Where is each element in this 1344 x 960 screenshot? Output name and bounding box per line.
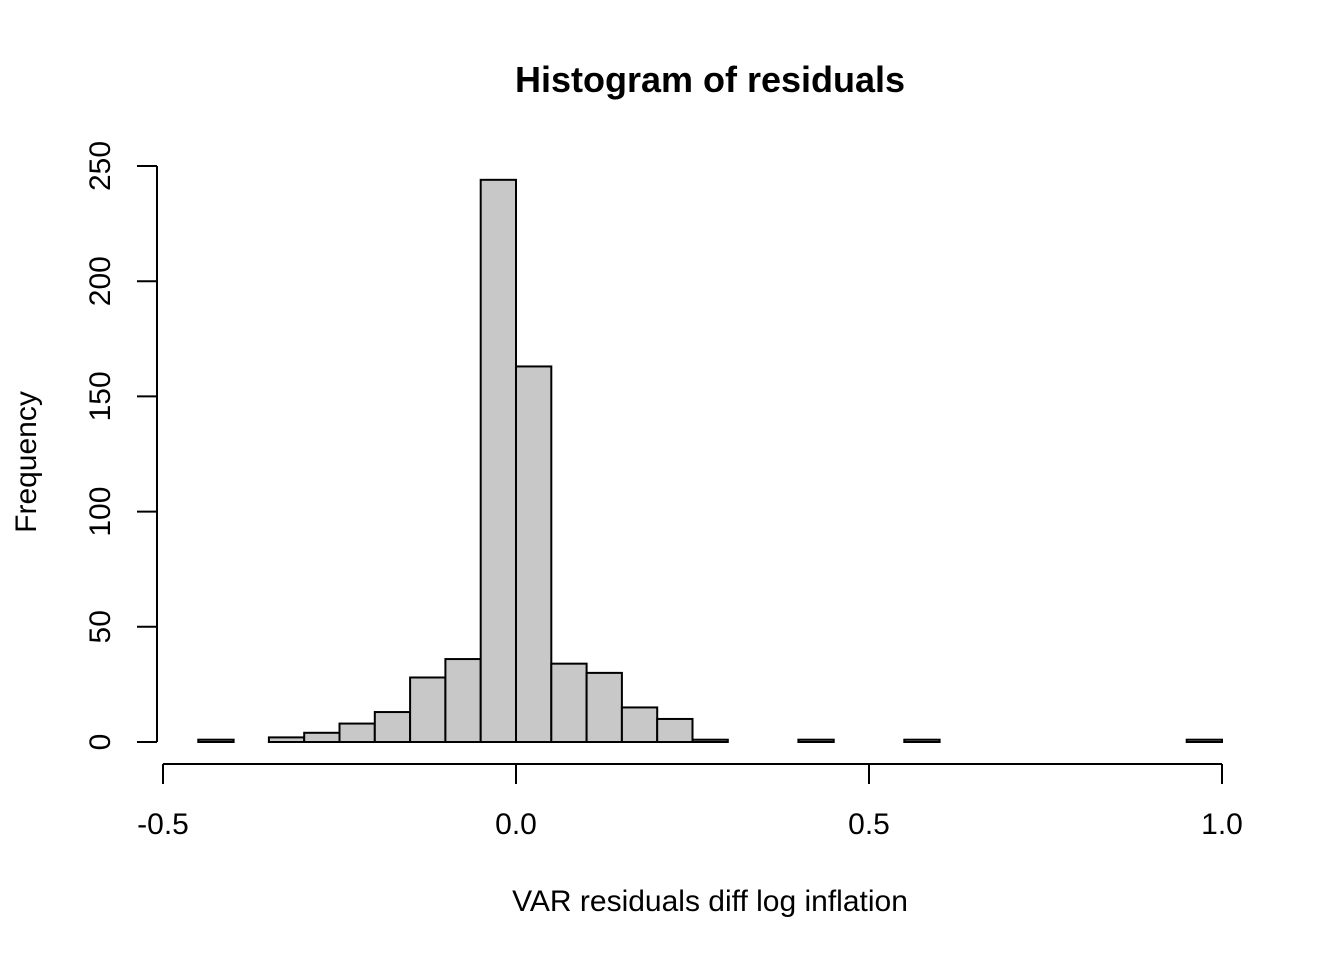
histogram-bar-13 bbox=[656, 717, 694, 744]
histogram-bar-17 bbox=[797, 738, 835, 743]
histogram-bar-8 bbox=[479, 178, 518, 744]
y-tick-label-2: 100 bbox=[84, 487, 117, 537]
x-axis: -0.5 0.0 0.5 1.0 bbox=[137, 763, 1243, 841]
histogram-bar-11 bbox=[585, 671, 623, 744]
histogram-bar-28 bbox=[1185, 738, 1223, 743]
histogram-bar-7 bbox=[444, 658, 482, 744]
x-tick-label-1: 0.0 bbox=[495, 808, 537, 841]
x-axis-label: VAR residuals diff log inflation bbox=[512, 885, 908, 918]
histogram-bar-2 bbox=[267, 736, 306, 744]
y-axis: 0 50 100 150 200 250 bbox=[84, 141, 158, 751]
x-tick-label-0: -0.5 bbox=[137, 808, 189, 841]
histogram-bar-4 bbox=[338, 722, 376, 743]
histogram-bar-5 bbox=[373, 711, 412, 743]
histogram-bar-20 bbox=[903, 738, 941, 743]
y-tick-label-5: 250 bbox=[84, 141, 117, 191]
y-tick-label-3: 150 bbox=[84, 371, 117, 421]
histogram-bar-0 bbox=[197, 738, 235, 743]
y-tick-label-4: 200 bbox=[84, 256, 117, 306]
bars-group bbox=[197, 178, 1223, 744]
y-axis-label: Frequency bbox=[10, 391, 43, 533]
histogram-bar-9 bbox=[515, 365, 553, 743]
y-tick-label-1: 50 bbox=[84, 610, 117, 643]
x-tick-label-2: 0.5 bbox=[848, 808, 890, 841]
chart-title: Histogram of residuals bbox=[515, 59, 905, 100]
histogram-bar-14 bbox=[691, 738, 729, 743]
histogram-bar-3 bbox=[303, 731, 341, 743]
histogram-bar-6 bbox=[409, 676, 447, 743]
x-tick-label-3: 1.0 bbox=[1201, 808, 1243, 841]
histogram-bar-10 bbox=[550, 662, 588, 743]
histogram-bar-12 bbox=[620, 706, 659, 744]
y-tick-label-0: 0 bbox=[84, 734, 117, 751]
